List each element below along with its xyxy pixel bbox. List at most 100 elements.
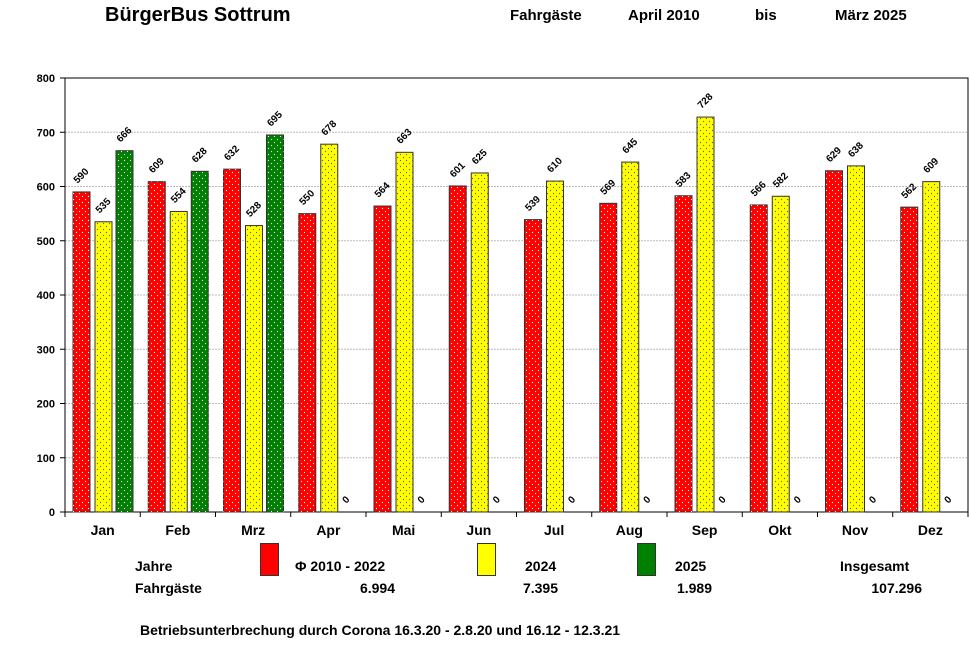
y-tick-label: 600 [37, 182, 55, 194]
data-label: 678 [320, 118, 340, 138]
x-tick-label: Dez [918, 522, 943, 538]
bar-pattern [266, 134, 284, 512]
data-label: 564 [373, 180, 393, 200]
data-label: 666 [115, 125, 135, 145]
bar-pattern [170, 211, 188, 512]
total-2024: 7.395 [522, 580, 558, 596]
bar-pattern [922, 181, 940, 512]
total-avg: 6.994 [359, 580, 395, 596]
legend-swatch-2024 [477, 543, 496, 576]
bar-pattern [245, 225, 263, 512]
bar-pattern [471, 172, 489, 512]
data-label: 609 [147, 156, 167, 176]
y-tick-label: 400 [37, 290, 55, 302]
total-2025: 1.989 [676, 580, 712, 596]
bar-pattern [449, 185, 467, 512]
bar-pattern [750, 204, 768, 512]
bar-pattern [148, 181, 166, 512]
data-label: 0 [792, 494, 804, 506]
data-label: 528 [244, 200, 264, 220]
data-label: 601 [448, 160, 468, 180]
legend-2025: 2025 [675, 558, 707, 574]
bar-pattern [298, 213, 316, 512]
data-label: 695 [265, 109, 285, 129]
data-label: 566 [749, 179, 769, 199]
data-label: 539 [523, 194, 543, 214]
bar-pattern [697, 117, 714, 512]
y-tick-label: 0 [49, 507, 55, 519]
bar-pattern [599, 203, 617, 512]
bar-pattern [191, 171, 209, 512]
data-label: 590 [72, 166, 92, 186]
data-label: 550 [298, 188, 318, 208]
x-tick-label: Nov [842, 522, 869, 538]
data-label: 0 [867, 494, 879, 506]
data-label: 0 [416, 494, 428, 506]
x-tick-label: Jul [544, 522, 564, 538]
data-label: 569 [599, 178, 619, 198]
bar-pattern [116, 150, 133, 512]
legend-avg: Φ 2010 - 2022 [295, 558, 386, 574]
data-label: 554 [169, 186, 189, 206]
data-label: 562 [900, 181, 920, 201]
data-label: 0 [943, 494, 955, 506]
header-bis: bis [755, 7, 777, 24]
x-tick-label: Aug [616, 522, 643, 538]
data-label: 663 [395, 127, 415, 147]
legend-totals-label: Insgesamt [840, 558, 910, 574]
bar-pattern [900, 207, 918, 513]
bar-pattern [374, 206, 391, 512]
data-label: 632 [222, 143, 242, 163]
data-label: 629 [824, 145, 844, 165]
bar-pattern [621, 162, 639, 512]
data-label: 0 [717, 494, 729, 506]
data-label: 609 [922, 156, 942, 176]
y-tick-label: 100 [37, 453, 55, 465]
bar-pattern [223, 169, 241, 512]
data-label: 625 [470, 147, 490, 167]
data-label: 0 [491, 494, 503, 506]
legend-swatch-avg [260, 543, 279, 576]
data-label: 535 [94, 196, 114, 216]
legend-swatch-2025 [637, 543, 656, 576]
bar-pattern [847, 165, 865, 512]
bar-pattern [95, 221, 112, 512]
chart-title: BürgerBus Sottrum [105, 4, 291, 26]
data-label: 628 [190, 146, 210, 166]
bar-pattern [772, 196, 790, 512]
bar-pattern [524, 219, 542, 512]
x-tick-label: Sep [692, 522, 718, 538]
x-tick-label: Mrz [241, 522, 265, 538]
x-tick-label: Mai [392, 522, 415, 538]
data-label: 645 [621, 136, 641, 156]
header-to: März 2025 [835, 7, 907, 24]
y-tick-label: 500 [37, 236, 55, 248]
bar-pattern [320, 144, 338, 512]
total-all: 107.296 [871, 580, 922, 596]
data-label: 0 [341, 494, 353, 506]
bar-pattern [73, 191, 90, 513]
data-label: 582 [771, 171, 791, 191]
legend-2024: 2024 [525, 558, 557, 574]
footer-note: Betriebsunterbrechung durch Corona 16.3.… [140, 622, 621, 638]
x-tick-label: Jun [466, 522, 491, 538]
bar-pattern [396, 152, 413, 512]
x-tick-label: Jan [91, 522, 115, 538]
x-tick-label: Feb [165, 522, 190, 538]
data-label: 0 [642, 494, 654, 506]
y-tick-label: 300 [37, 344, 55, 356]
legend-row2-label: Fahrgäste [135, 580, 202, 596]
y-tick-label: 200 [37, 399, 55, 411]
data-label: 728 [696, 91, 716, 111]
y-tick-label: 800 [37, 73, 55, 85]
bar-pattern [675, 195, 692, 512]
legend-row1-label: Jahre [135, 558, 173, 574]
bar-pattern [546, 181, 564, 512]
header-from: April 2010 [628, 7, 700, 24]
data-label: 610 [545, 155, 565, 175]
x-tick-label: Okt [768, 522, 792, 538]
data-label: 638 [846, 140, 866, 160]
y-tick-label: 700 [37, 127, 55, 139]
data-label: 0 [566, 494, 578, 506]
